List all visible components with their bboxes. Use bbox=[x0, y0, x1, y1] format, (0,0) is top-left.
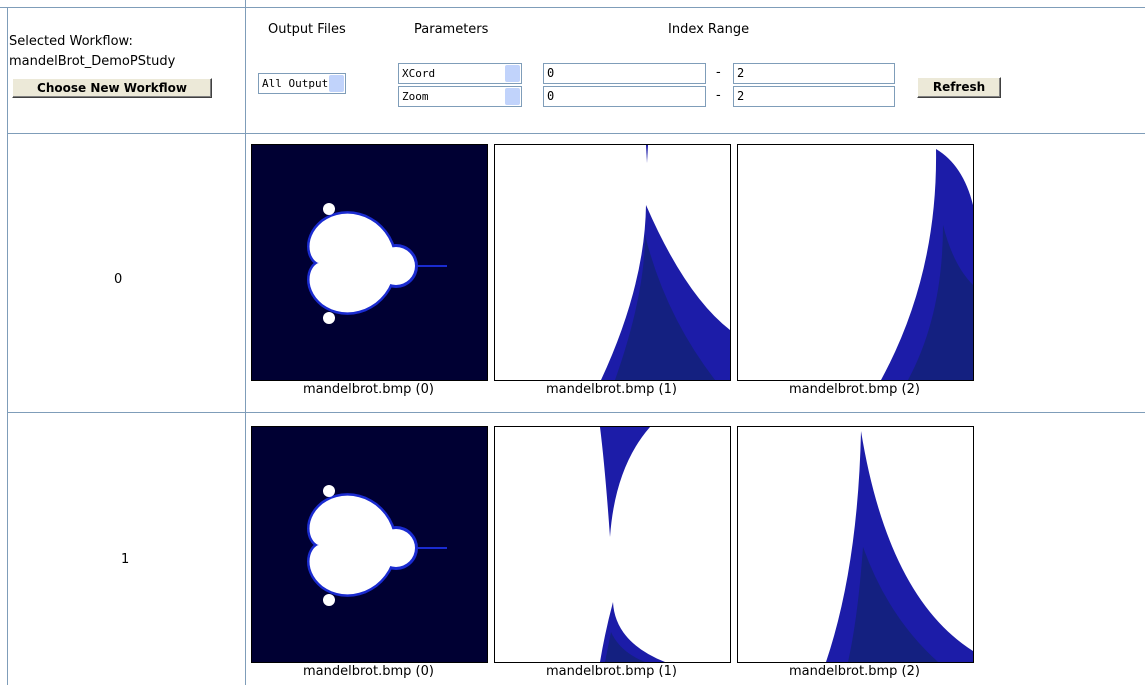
divider bbox=[7, 7, 8, 685]
label: Selected Workflow: bbox=[9, 34, 133, 49]
parameter-select[interactable]: XCord bbox=[398, 63, 522, 84]
divider bbox=[245, 0, 246, 685]
divider bbox=[7, 412, 1145, 413]
fractal bbox=[738, 145, 973, 380]
parameter-select[interactable]: Zoom bbox=[398, 86, 522, 107]
image-caption: mandelbrot.bmp (2) bbox=[737, 664, 972, 679]
output-select[interactable]: All Output bbox=[258, 73, 346, 94]
divider bbox=[0, 7, 1145, 8]
refresh-button[interactable]: Refresh bbox=[917, 77, 1001, 98]
image-caption: mandelbrot.bmp (2) bbox=[737, 382, 972, 397]
divider bbox=[7, 133, 1145, 134]
result-image[interactable] bbox=[737, 144, 974, 381]
result-image[interactable] bbox=[251, 144, 488, 381]
image-caption: mandelbrot.bmp (0) bbox=[251, 382, 486, 397]
result-image[interactable] bbox=[494, 144, 731, 381]
row-index: 1 bbox=[121, 552, 129, 567]
column-label: Index Range bbox=[668, 22, 749, 37]
column-label: Output Files bbox=[268, 22, 346, 37]
range-end-input[interactable]: 2 bbox=[733, 63, 895, 84]
choose-workflow-button[interactable]: Choose New Workflow bbox=[12, 78, 212, 98]
range-start-input[interactable]: 0 bbox=[543, 86, 706, 107]
range-separator: - bbox=[716, 88, 721, 103]
result-image[interactable] bbox=[494, 426, 731, 663]
fractal bbox=[495, 145, 730, 380]
range-start-input[interactable]: 0 bbox=[543, 63, 706, 84]
row-index: 0 bbox=[114, 272, 122, 287]
image-caption: mandelbrot.bmp (0) bbox=[251, 664, 486, 679]
range-separator: - bbox=[716, 65, 721, 80]
fractal bbox=[738, 427, 973, 662]
column-label: Parameters bbox=[414, 22, 488, 37]
range-end-input[interactable]: 2 bbox=[733, 86, 895, 107]
fractal bbox=[495, 427, 730, 662]
image-caption: mandelbrot.bmp (1) bbox=[494, 382, 729, 397]
fractal bbox=[252, 427, 487, 662]
fractal bbox=[252, 145, 487, 380]
result-image[interactable] bbox=[251, 426, 488, 663]
result-image[interactable] bbox=[737, 426, 974, 663]
workflow-name: mandelBrot_DemoPStudy bbox=[9, 54, 175, 69]
image-caption: mandelbrot.bmp (1) bbox=[494, 664, 729, 679]
page: Selected Workflow: mandelBrot_DemoPStudy… bbox=[0, 0, 1145, 685]
